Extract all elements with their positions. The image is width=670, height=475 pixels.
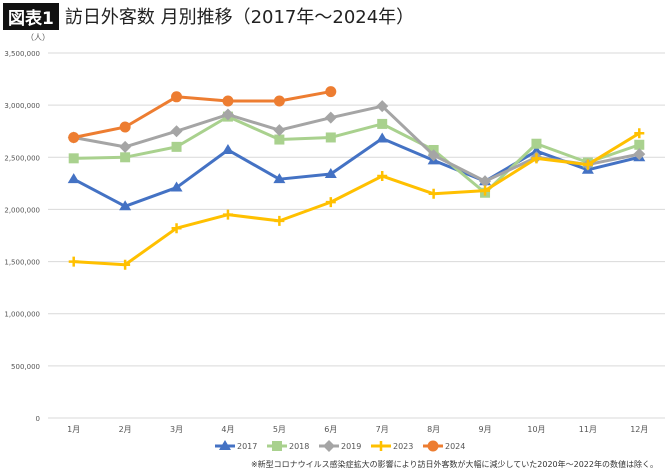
data-point-2017 [324, 167, 337, 178]
data-point-2019 [376, 100, 389, 113]
data-point-2019 [633, 148, 646, 161]
data-point-2023 [325, 197, 336, 208]
x-tick-label: 12月 [630, 425, 648, 434]
data-point-2017 [119, 200, 132, 211]
legend-marker-2019 [323, 440, 335, 452]
data-point-2018 [531, 138, 542, 149]
x-tick-label: 10月 [527, 425, 545, 434]
figure-badge: 図表1 [3, 2, 59, 30]
data-point-2017 [376, 132, 389, 143]
data-point-2018 [325, 132, 336, 143]
series-line-2017 [73, 137, 640, 208]
y-tick-label: 2,000,000 [4, 206, 40, 214]
legend-label: 2019 [341, 442, 361, 451]
series-line-2023 [73, 132, 641, 267]
data-point-2024 [171, 91, 183, 103]
data-point-2023 [531, 153, 542, 164]
y-tick-label: 500,000 [11, 363, 40, 371]
y-axis-label: （人） [26, 33, 50, 42]
x-tick-label: 3月 [170, 425, 183, 434]
series-line-2024 [73, 90, 332, 139]
legend-label: 2023 [393, 442, 413, 451]
data-point-2023 [480, 185, 491, 196]
legend-label: 2018 [289, 442, 309, 451]
y-tick-label: 1,500,000 [4, 259, 40, 267]
x-tick-label: 5月 [273, 425, 286, 434]
data-point-2018 [377, 118, 388, 129]
data-point-2017 [67, 173, 80, 184]
data-point-2017 [530, 145, 543, 156]
data-point-2017 [273, 173, 286, 184]
legend-marker-2023 [376, 441, 386, 451]
data-point-2019 [427, 149, 440, 162]
y-tick-label: 1,000,000 [4, 311, 40, 319]
data-point-2023 [274, 215, 285, 226]
data-point-2024 [273, 95, 285, 107]
footnote: ※新型コロナウイルス感染症拡大の影響により訪日外客数が大幅に減少していた2020… [250, 460, 658, 469]
x-tick-label: 1月 [67, 425, 80, 434]
y-tick-label: 0 [36, 415, 40, 423]
data-point-2019 [170, 125, 183, 138]
figure-title: 図表1 訪日外客数 月別推移（2017年～2024年） [3, 2, 415, 30]
data-point-2023 [222, 209, 233, 220]
data-point-2019 [479, 175, 492, 188]
series-line-2018 [73, 115, 640, 195]
data-point-2023 [68, 256, 79, 267]
data-point-2024 [68, 131, 80, 143]
x-tick-label: 9月 [478, 425, 491, 434]
data-point-2024 [119, 121, 131, 133]
data-point-2023 [428, 188, 439, 199]
data-point-2019 [221, 108, 234, 121]
legend-label: 2024 [445, 442, 465, 451]
x-tick-label: 2月 [119, 425, 132, 434]
legend-label: 2017 [237, 442, 257, 451]
legend-marker-2024 [427, 440, 439, 452]
y-tick-label: 3,000,000 [4, 102, 40, 110]
data-point-2018 [274, 134, 285, 145]
legend-marker-2018 [272, 441, 282, 451]
data-point-2023 [120, 259, 131, 270]
data-point-2023 [171, 223, 182, 234]
x-tick-label: 8月 [427, 425, 440, 434]
data-point-2018 [171, 141, 182, 152]
page-title: 訪日外客数 月別推移（2017年～2024年） [64, 7, 415, 28]
series-line-2019 [73, 104, 640, 183]
x-tick-label: 4月 [221, 425, 234, 434]
y-tick-label: 2,500,000 [4, 154, 40, 162]
data-point-2017 [221, 143, 234, 154]
data-point-2017 [170, 181, 183, 192]
data-point-2018 [68, 153, 79, 164]
legend-marker-2017 [219, 440, 231, 450]
data-point-2024 [222, 95, 234, 107]
data-point-2019 [324, 111, 337, 124]
x-tick-label: 7月 [376, 425, 389, 434]
x-tick-label: 11月 [579, 425, 597, 434]
data-point-2018 [634, 139, 645, 150]
data-point-2023 [582, 159, 593, 170]
data-point-2019 [273, 124, 286, 137]
data-point-2024 [325, 86, 337, 98]
x-tick-label: 6月 [324, 425, 337, 434]
data-point-2023 [377, 171, 388, 182]
data-point-2018 [120, 152, 131, 163]
data-point-2023 [634, 128, 645, 139]
data-point-2019 [119, 140, 132, 153]
y-tick-label: 3,500,000 [4, 50, 40, 58]
